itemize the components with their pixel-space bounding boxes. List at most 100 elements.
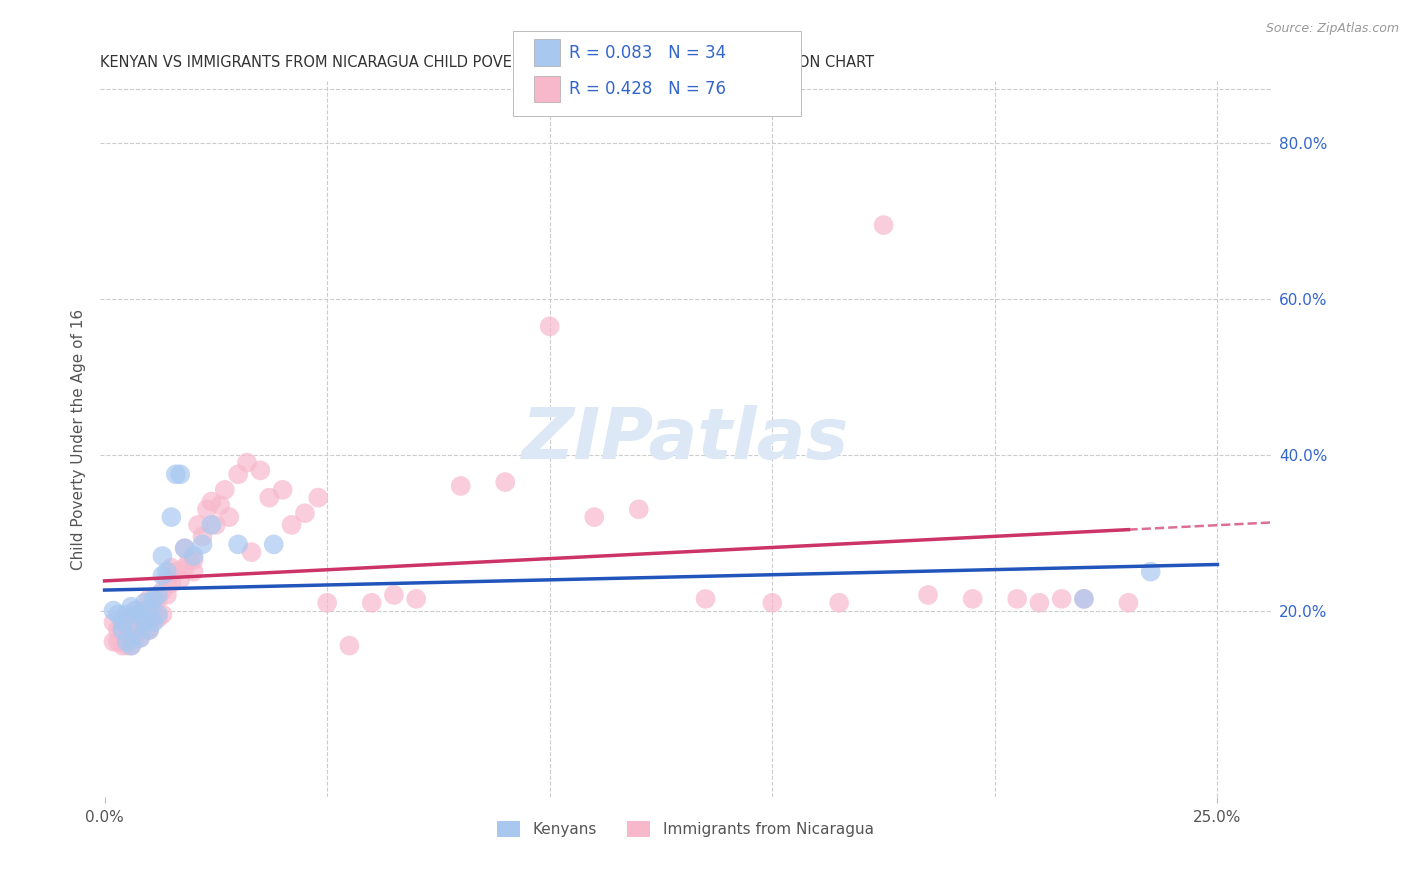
Point	[138, 591, 160, 606]
Point	[125, 623, 148, 637]
Point	[1139, 565, 1161, 579]
Point	[156, 565, 179, 579]
Point	[129, 631, 152, 645]
Point	[280, 517, 302, 532]
Point	[152, 584, 174, 599]
Point	[152, 568, 174, 582]
Point	[146, 591, 169, 606]
Point	[263, 537, 285, 551]
Point	[195, 502, 218, 516]
Point	[294, 506, 316, 520]
Point	[183, 565, 205, 579]
Point	[138, 623, 160, 637]
Point	[142, 591, 165, 606]
Point	[103, 603, 125, 617]
Point	[115, 634, 138, 648]
Point	[129, 631, 152, 645]
Point	[160, 510, 183, 524]
Point	[828, 596, 851, 610]
Point	[111, 623, 134, 637]
Point	[165, 467, 187, 482]
Point	[226, 467, 249, 482]
Point	[152, 549, 174, 563]
Point	[307, 491, 329, 505]
Point	[249, 463, 271, 477]
Point	[405, 591, 427, 606]
Point	[165, 565, 187, 579]
Point	[107, 607, 129, 622]
Point	[360, 596, 382, 610]
Y-axis label: Child Poverty Under the Age of 16: Child Poverty Under the Age of 16	[72, 309, 86, 570]
Point	[236, 456, 259, 470]
Point	[160, 576, 183, 591]
Point	[761, 596, 783, 610]
Point	[191, 537, 214, 551]
Point	[169, 573, 191, 587]
Point	[120, 599, 142, 614]
Point	[627, 502, 650, 516]
Point	[382, 588, 405, 602]
Point	[107, 623, 129, 637]
Point	[173, 541, 195, 556]
Point	[111, 623, 134, 637]
Point	[450, 479, 472, 493]
Point	[120, 639, 142, 653]
Point	[962, 591, 984, 606]
Point	[115, 639, 138, 653]
Point	[173, 541, 195, 556]
Text: ZIPatlas: ZIPatlas	[522, 405, 849, 474]
Point	[152, 607, 174, 622]
Text: R = 0.428   N = 76: R = 0.428 N = 76	[569, 80, 727, 98]
Point	[156, 573, 179, 587]
Legend: Kenyans, Immigrants from Nicaragua: Kenyans, Immigrants from Nicaragua	[491, 815, 880, 844]
Point	[125, 627, 148, 641]
Point	[695, 591, 717, 606]
Point	[142, 596, 165, 610]
Point	[129, 607, 152, 622]
Point	[142, 615, 165, 630]
Point	[115, 615, 138, 630]
Point	[115, 607, 138, 622]
Text: Source: ZipAtlas.com: Source: ZipAtlas.com	[1265, 22, 1399, 36]
Point	[103, 615, 125, 630]
Point	[107, 634, 129, 648]
Point	[115, 627, 138, 641]
Point	[494, 475, 516, 489]
Point	[156, 588, 179, 602]
Text: R = 0.083   N = 34: R = 0.083 N = 34	[569, 44, 727, 62]
Point	[226, 537, 249, 551]
Point	[214, 483, 236, 497]
Point	[125, 603, 148, 617]
Point	[138, 603, 160, 617]
Point	[187, 517, 209, 532]
Point	[173, 560, 195, 574]
Point	[111, 639, 134, 653]
Point	[209, 499, 232, 513]
Point	[218, 510, 240, 524]
Point	[138, 623, 160, 637]
Point	[120, 611, 142, 625]
Point	[200, 517, 222, 532]
Point	[1028, 596, 1050, 610]
Point	[120, 639, 142, 653]
Point	[191, 530, 214, 544]
Point	[134, 596, 156, 610]
Point	[146, 588, 169, 602]
Point	[259, 491, 281, 505]
Point	[183, 549, 205, 563]
Point	[111, 615, 134, 630]
Point	[205, 517, 228, 532]
Point	[129, 607, 152, 622]
Point	[1005, 591, 1028, 606]
Point	[125, 603, 148, 617]
Point	[134, 603, 156, 617]
Point	[160, 560, 183, 574]
Point	[179, 553, 201, 567]
Point	[103, 634, 125, 648]
Point	[339, 639, 361, 653]
Point	[169, 467, 191, 482]
Point	[316, 596, 339, 610]
Point	[1050, 591, 1073, 606]
Point	[1073, 591, 1095, 606]
Point	[142, 611, 165, 625]
